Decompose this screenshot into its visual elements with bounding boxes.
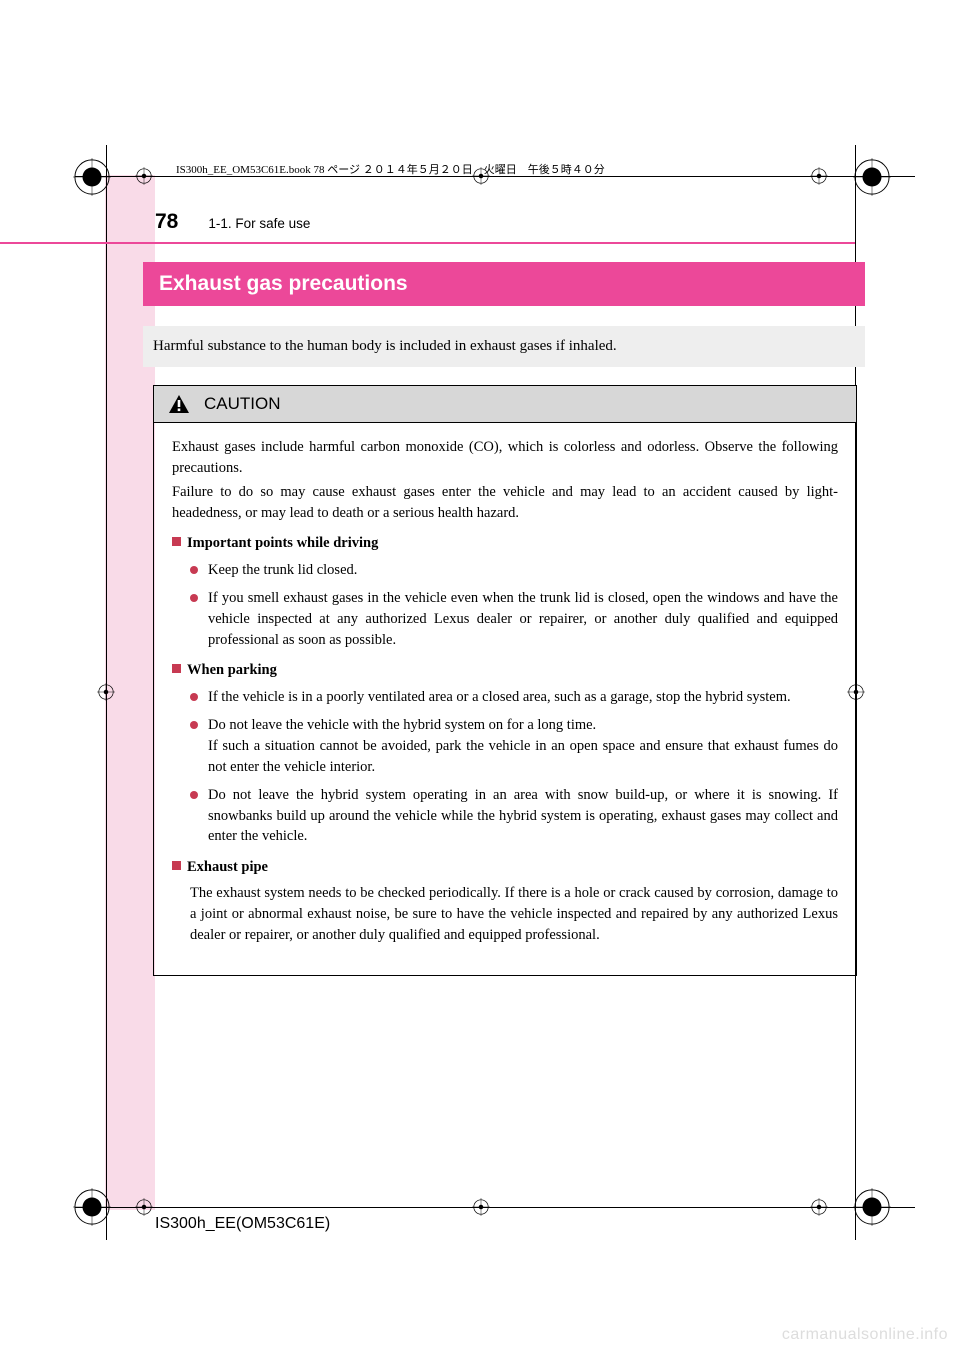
caution-body: Exhaust gases include harmful carbon mon… bbox=[154, 423, 856, 975]
page-title: Exhaust gas precautions bbox=[143, 262, 865, 306]
subheading-text: Important points while driving bbox=[187, 535, 378, 551]
intro-box: Harmful substance to the human body is i… bbox=[143, 326, 865, 367]
subheading-exhaust-pipe: Exhaust pipe bbox=[172, 857, 838, 878]
section-label: 1-1. For safe use bbox=[208, 216, 310, 231]
subheading-text: Exhaust pipe bbox=[187, 859, 268, 875]
registration-mark-icon bbox=[73, 158, 111, 196]
red-square-icon bbox=[172, 664, 181, 673]
red-square-icon bbox=[172, 861, 181, 870]
caution-intro-1: Exhaust gases include harmful carbon mon… bbox=[172, 437, 838, 478]
caution-header: CAUTION bbox=[154, 386, 856, 423]
list-item: Do not leave the hybrid system operating… bbox=[190, 785, 838, 847]
subheading-parking: When parking bbox=[172, 660, 838, 681]
caution-box: CAUTION Exhaust gases include harmful ca… bbox=[153, 385, 857, 976]
warning-triangle-icon bbox=[168, 394, 190, 414]
bullet-list-parking: If the vehicle is in a poorly ventilated… bbox=[172, 687, 838, 847]
bullet-list-driving: Keep the trunk lid closed. If you smell … bbox=[172, 560, 838, 650]
registration-mark-small-icon bbox=[810, 1198, 828, 1216]
list-item: Keep the trunk lid closed. bbox=[190, 560, 838, 581]
crop-mark-bottom bbox=[75, 1207, 915, 1208]
registration-mark-icon bbox=[853, 1188, 891, 1226]
page-number: 78 bbox=[155, 210, 178, 234]
page-header-row: 78 1-1. For safe use bbox=[155, 210, 855, 234]
registration-mark-small-icon bbox=[472, 1198, 490, 1216]
caution-intro-2: Failure to do so may cause exhaust gases… bbox=[172, 482, 838, 523]
registration-mark-small-icon bbox=[135, 167, 153, 185]
registration-mark-small-icon bbox=[810, 167, 828, 185]
list-item: If you smell exhaust gases in the vehicl… bbox=[190, 588, 838, 650]
subheading-text: When parking bbox=[187, 662, 277, 678]
subheading-driving: Important points while driving bbox=[172, 533, 838, 554]
caution-label: CAUTION bbox=[204, 394, 281, 414]
registration-mark-icon bbox=[73, 1188, 111, 1226]
book-stamp: IS300h_EE_OM53C61E.book 78 ページ ２０１４年５月２０… bbox=[176, 161, 605, 177]
header-rule bbox=[0, 242, 855, 244]
registration-mark-icon bbox=[853, 158, 891, 196]
list-item: Do not leave the vehicle with the hybrid… bbox=[190, 715, 838, 777]
exhaust-pipe-body: The exhaust system needs to be checked p… bbox=[172, 883, 838, 945]
registration-mark-small-icon bbox=[97, 683, 115, 701]
watermark: carmanualsonline.info bbox=[782, 1326, 948, 1344]
footer-code: IS300h_EE(OM53C61E) bbox=[155, 1215, 330, 1233]
red-square-icon bbox=[172, 537, 181, 546]
list-item: If the vehicle is in a poorly ventilated… bbox=[190, 687, 838, 708]
registration-mark-small-icon bbox=[135, 1198, 153, 1216]
